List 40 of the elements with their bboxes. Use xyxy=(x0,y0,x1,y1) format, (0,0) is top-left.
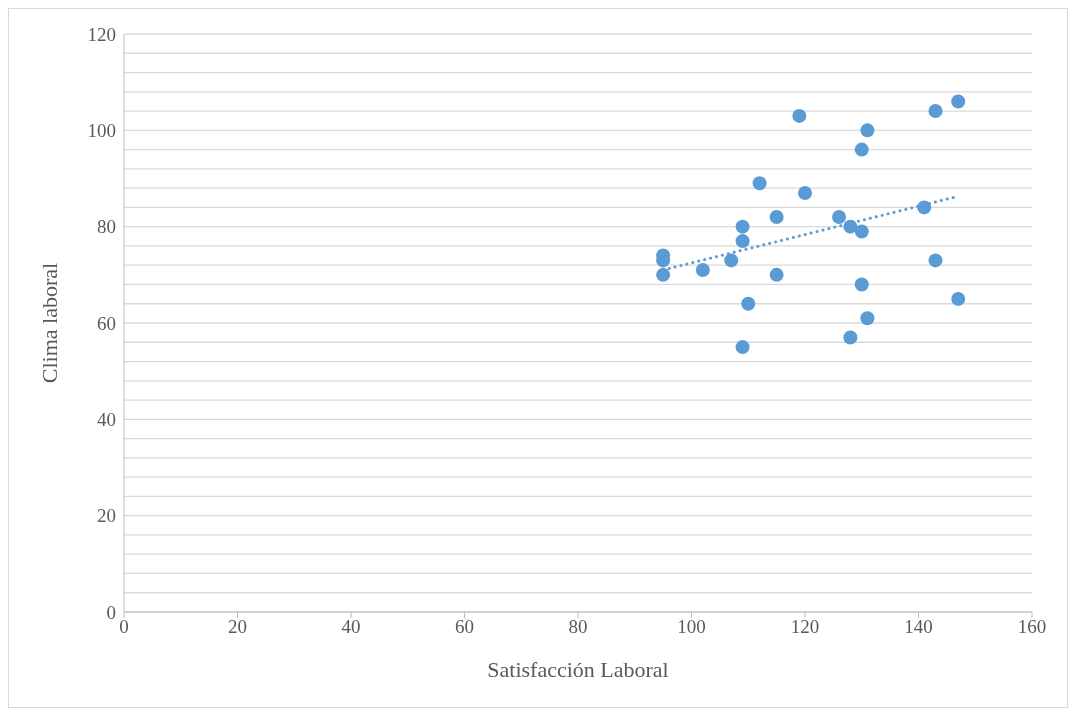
x-tick-label: 120 xyxy=(790,616,820,638)
point xyxy=(695,263,710,278)
point xyxy=(656,267,671,282)
x-axis-title: Satisfacción Laboral xyxy=(487,657,669,682)
y-tick-label: 20 xyxy=(97,505,116,527)
point xyxy=(843,330,858,345)
y-tick-label: 100 xyxy=(87,120,116,142)
point xyxy=(860,311,875,326)
point xyxy=(792,108,807,123)
x-tick-label: 100 xyxy=(677,616,706,638)
point xyxy=(860,123,875,138)
y-tick-label: 60 xyxy=(97,312,116,334)
point xyxy=(741,296,756,311)
point xyxy=(951,291,966,306)
point xyxy=(798,185,812,200)
point xyxy=(928,104,943,119)
point xyxy=(724,253,739,268)
point xyxy=(951,94,966,109)
point xyxy=(832,210,847,225)
x-tick-label: 80 xyxy=(568,616,588,638)
y-tick-label: 40 xyxy=(97,409,116,431)
point xyxy=(735,340,750,355)
point xyxy=(752,176,767,191)
y-axis-title: Clima laboral xyxy=(36,262,62,384)
x-tick-label: 140 xyxy=(904,616,933,638)
x-tick-label: 20 xyxy=(228,616,247,638)
x-tick-label: 160 xyxy=(1017,616,1047,638)
x-tick-label: 40 xyxy=(341,616,361,638)
point xyxy=(854,224,869,239)
point xyxy=(769,210,784,225)
y-tick-label: 0 xyxy=(106,601,116,623)
point xyxy=(854,142,869,157)
point xyxy=(928,253,943,268)
y-tick-label: 120 xyxy=(87,23,116,45)
point xyxy=(735,234,750,249)
point xyxy=(735,219,750,234)
x-tick-label: 60 xyxy=(455,616,474,638)
point xyxy=(769,267,784,282)
y-tick-label: 80 xyxy=(97,216,116,238)
point xyxy=(854,277,869,292)
